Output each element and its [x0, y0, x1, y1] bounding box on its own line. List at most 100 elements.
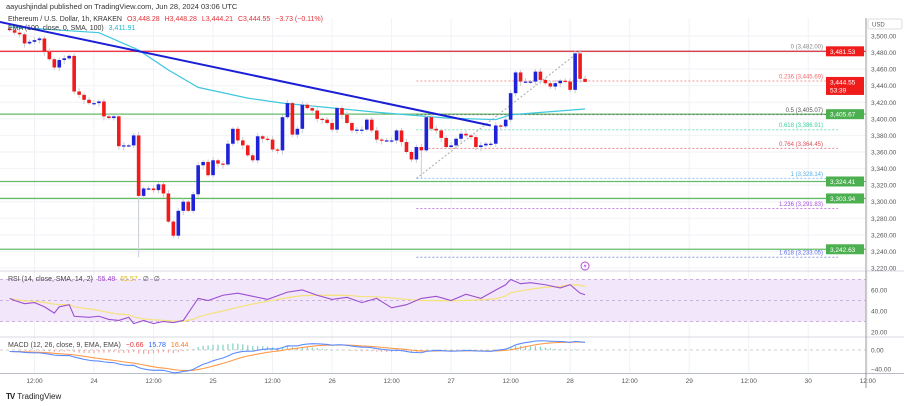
macd-label: MACD (12, 26, close, 9, EMA, EMA) [8, 342, 121, 349]
price-label: 3,303.94 [830, 196, 856, 203]
macd-legend: MACD (12, 26, close, 9, EMA, EMA) −0.66 … [8, 342, 191, 349]
rsi-sma-line [9, 284, 586, 322]
candle-up [126, 145, 131, 147]
candle-up [131, 135, 136, 146]
candle-up [360, 129, 364, 131]
rsi-tick-label: 20.00 [871, 330, 888, 337]
chart-canvas[interactable]: 0 (3,482.00) 0.236 (3,445.69) 0.5 (3,405.0… [0, 0, 904, 390]
price-tick-label: 3,460.00 [871, 67, 897, 74]
time-tick-label: 26 [328, 378, 336, 385]
close-value: C3,444.55 [237, 16, 271, 23]
candle-down [374, 130, 379, 140]
candle-down [166, 193, 171, 222]
fibonacci-retracement: 0 (3,482.00) 0.236 (3,445.69) 0.5 (3,405.0… [416, 44, 838, 258]
candle-down [325, 119, 329, 124]
candle-up [553, 83, 558, 87]
price-tick-label: 3,220.00 [871, 266, 897, 273]
fib-label: 0.5 (3,405.07) [786, 108, 823, 114]
candle-down [469, 135, 473, 138]
candle-up [27, 41, 32, 44]
time-tick-label: 12:00 [145, 378, 162, 385]
ma-legend: EMA (100, close, 0, SMA, 100) 3,411.91 [8, 25, 138, 32]
candle-down [379, 139, 384, 141]
rsi-extra-2: ∅ [153, 276, 160, 283]
macd-hist-value: −0.66 [125, 342, 144, 349]
tradingview-logo-icon: TV [6, 392, 15, 401]
rsi-line [9, 278, 586, 325]
rsi-panel [0, 278, 866, 325]
candle-down [107, 116, 111, 119]
candle-up [424, 117, 429, 151]
fib-trend-line [416, 50, 581, 179]
price-label: 3,242.63 [830, 247, 856, 254]
candle-down [330, 123, 334, 130]
candles [7, 26, 590, 271]
candle-up [384, 140, 389, 142]
candle-down [345, 114, 349, 124]
candle-down [444, 137, 448, 148]
moving-average [9, 26, 586, 121]
price-tick-label: 3,440.00 [871, 83, 897, 90]
tradingview-logo[interactable]: TV TradingView [6, 392, 61, 401]
time-tick-label: 12:00 [741, 378, 758, 385]
candle-down [563, 80, 567, 82]
grid [0, 18, 904, 374]
candle-down [538, 71, 543, 80]
time-tick-label: 12:00 [502, 378, 519, 385]
candle-up [176, 210, 181, 236]
rsi-label: RSI (14, close, SMA, 14, 2) [8, 276, 93, 283]
candle-up [62, 58, 67, 61]
candle-down [350, 123, 354, 131]
ma-label: EMA (100, close, 0, SMA, 100) [8, 25, 104, 32]
time-tick-label: 27 [448, 378, 456, 385]
macd-panel [0, 340, 866, 374]
price-tick-label: 3,380.00 [871, 133, 897, 140]
price-label: 3,324.41 [830, 179, 856, 186]
candle-up [389, 140, 394, 142]
candle-down [136, 135, 141, 196]
rsi-sma-value: 65.57 [120, 276, 138, 283]
candle-up [508, 93, 513, 120]
candle-up [92, 103, 96, 105]
last-price-box [826, 76, 864, 95]
time-tick-label: 28 [567, 378, 575, 385]
candle-down [102, 101, 106, 117]
candle-up [459, 133, 463, 139]
candle-up [231, 128, 235, 144]
price-tick-label: 3,500.00 [871, 34, 897, 41]
publish-info: aayushjindal published on TradingView.co… [6, 2, 238, 11]
fib-label: 0.764 (3,364.45) [779, 142, 823, 148]
candle-up [449, 145, 453, 148]
candle-down [17, 32, 22, 35]
time-tick-label: 24 [90, 378, 98, 385]
candle-down [568, 81, 572, 90]
macd-value: 15.78 [148, 342, 166, 349]
candle-up [484, 143, 488, 146]
time-axis: 12:00 24 12:00 25 12:00 26 12:00 27 12:00 28 12:00… [26, 378, 876, 385]
candle-up [141, 188, 146, 196]
rsi-tick-label: 60.00 [871, 288, 888, 295]
price-tick-label: 3,300.00 [871, 199, 897, 206]
time-tick-label: 12:00 [383, 378, 400, 385]
price-label: 3,405.67 [830, 112, 856, 119]
price-tick-label: 3,280.00 [871, 216, 897, 223]
candle-down [270, 139, 275, 150]
candle-down [518, 72, 523, 82]
candle-up [57, 60, 62, 68]
symbol-title: Ethereum / U.S. Dollar, 1h, KRAKEN [8, 16, 122, 23]
candle-up [365, 119, 369, 130]
candle-down [265, 138, 270, 140]
candle-up [493, 125, 498, 144]
fib-label: 1.618 (3,233.05) [779, 251, 823, 257]
candle-down [439, 130, 443, 138]
candle-down [315, 110, 319, 119]
candle-down [290, 103, 295, 135]
candle-up [513, 72, 518, 94]
candle-down [429, 117, 434, 129]
candle-down [583, 78, 587, 82]
candle-down [7, 28, 12, 31]
open-value: O3,448.28 [126, 16, 160, 23]
time-tick-label: 12:00 [26, 378, 43, 385]
time-tick-label: 29 [686, 378, 694, 385]
candle-down [310, 108, 315, 111]
